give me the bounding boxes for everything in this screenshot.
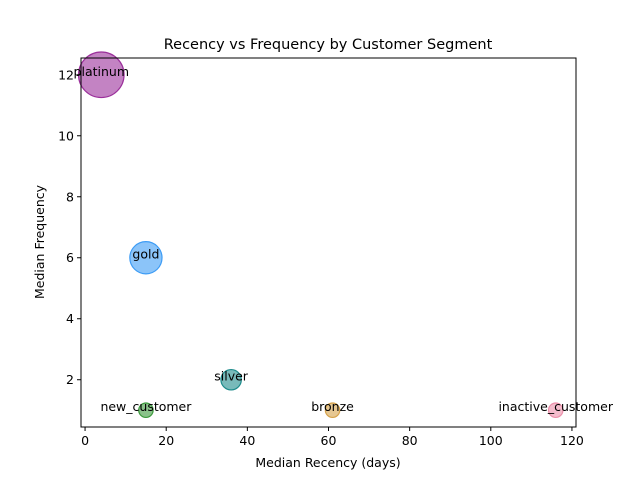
point-new_customer (138, 402, 154, 419)
point-label-new_customer: new_customer (100, 399, 192, 414)
x-tick-label: 60 (321, 433, 337, 448)
chart-title: Recency vs Frequency by Customer Segment (164, 37, 493, 53)
x-tick-label: 40 (239, 433, 255, 448)
point-label-inactive_customer: inactive_customer (498, 399, 613, 414)
y-tick-label: 2 (66, 372, 74, 387)
point-labels-layer: platinum gold silver bronze new_customer inac… (74, 64, 614, 414)
point-label-silver: silver (214, 369, 249, 384)
points-layer (77, 51, 564, 419)
point-label-bronze: bronze (311, 399, 354, 414)
plot-frame (80, 57, 577, 428)
y-tick-label: 12 (58, 67, 74, 82)
x-tick-label: 100 (479, 433, 503, 448)
y-tick-label: 10 (58, 128, 74, 143)
point-silver (220, 368, 242, 391)
point-label-gold: gold (132, 247, 159, 262)
point-label-platinum: platinum (74, 64, 129, 79)
point-gold (129, 241, 163, 275)
x-axis-label: Median Recency (days) (255, 455, 400, 470)
point-inactive_customer (547, 402, 564, 419)
point-bronze (324, 402, 341, 419)
ticks-layer: 0 20 40 60 80 100 120 2 4 6 8 10 12 (58, 67, 584, 448)
y-tick-label: 8 (66, 189, 74, 204)
y-tick-label: 6 (66, 250, 74, 265)
x-tick-label: 80 (402, 433, 418, 448)
y-tick-label: 4 (66, 311, 74, 326)
x-tick-label: 120 (560, 433, 584, 448)
y-axis-label: Median Frequency (32, 184, 47, 299)
x-tick-label: 0 (81, 433, 89, 448)
x-tick-label: 20 (158, 433, 174, 448)
